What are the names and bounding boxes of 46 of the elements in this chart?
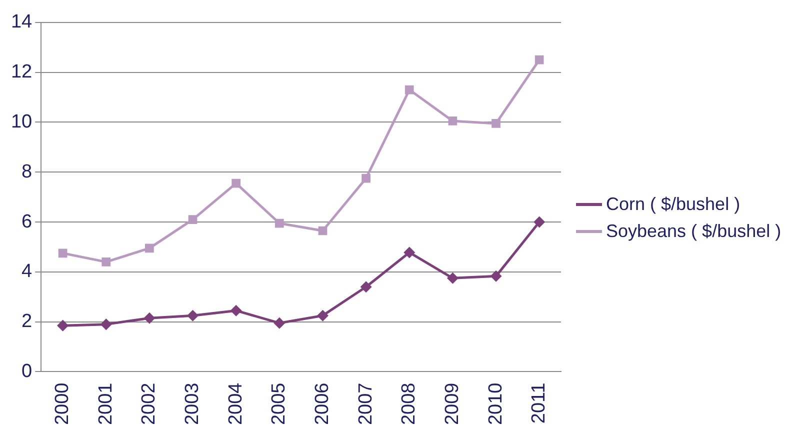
point — [448, 116, 458, 126]
point — [230, 305, 242, 316]
point — [188, 215, 198, 224]
y-tick-label: 12 — [10, 62, 32, 83]
x-tick-label: 2006 — [312, 382, 333, 426]
point — [188, 310, 198, 321]
x-tick-label: 2010 — [485, 382, 506, 426]
point — [490, 270, 502, 282]
x-tick-label: 2004 — [225, 382, 246, 426]
point — [317, 310, 328, 321]
point — [58, 248, 68, 258]
x-tick-label: 2005 — [268, 382, 290, 426]
x-tick-label: 2008 — [398, 382, 420, 426]
x-tick-label: 2002 — [138, 382, 160, 426]
point — [362, 174, 370, 183]
point — [58, 320, 68, 331]
point — [534, 55, 544, 64]
legend-label: Soybeans ( $/bushel ) — [606, 221, 782, 242]
point — [318, 226, 328, 236]
y-tick-label: 8 — [22, 161, 32, 182]
point — [232, 178, 241, 188]
x-tick-label: 2009 — [442, 382, 463, 426]
y-tick-label: 10 — [10, 111, 32, 132]
y-tick-label: 14 — [10, 12, 33, 33]
point — [144, 312, 155, 324]
point — [404, 247, 415, 258]
point — [145, 244, 154, 253]
y-tick-label: 0 — [22, 360, 32, 382]
point — [492, 119, 500, 128]
x-tick-label: 2007 — [355, 382, 376, 426]
point — [274, 318, 285, 328]
y-tick-label: 4 — [22, 261, 33, 282]
point — [360, 282, 372, 292]
point — [404, 85, 414, 94]
x-tick-label: 2011 — [528, 382, 550, 424]
x-tick-label: 2003 — [182, 382, 203, 426]
point — [274, 218, 284, 228]
point — [100, 319, 112, 330]
y-tick-label: 6 — [22, 211, 32, 232]
point — [102, 258, 111, 266]
x-tick-label: 2001 — [95, 382, 116, 426]
x-tick-label: 2000 — [52, 382, 74, 426]
point — [534, 216, 545, 228]
legend-label: Corn ( $/bushel ) — [606, 194, 740, 215]
y-tick-label: 2 — [22, 311, 32, 332]
point — [447, 272, 458, 284]
